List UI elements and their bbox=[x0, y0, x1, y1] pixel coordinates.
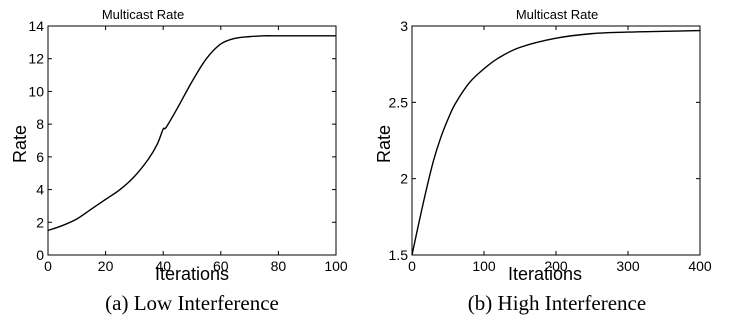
y-tick-label: 0 bbox=[36, 247, 44, 263]
y-axis-label: Rate bbox=[374, 125, 394, 163]
y-tick-label: 6 bbox=[36, 149, 44, 165]
y-tick-label: 12 bbox=[28, 51, 44, 67]
y-tick-label: 1.5 bbox=[389, 247, 409, 263]
x-tick-label: 20 bbox=[98, 258, 114, 274]
x-axis-label: Iterations bbox=[508, 264, 582, 284]
y-tick-labels: 1.5 2 2.5 3 bbox=[389, 18, 700, 263]
chart-panel-high-interference: Multicast Rate 0 100 200 300 400 1.5 2 2.5 3 It… bbox=[374, 7, 712, 315]
x-tick-label: 100 bbox=[472, 258, 496, 274]
x-tick-labels: 0 20 40 60 80 100 bbox=[44, 26, 348, 274]
y-tick-label: 2.5 bbox=[389, 94, 409, 110]
x-tick-label: 200 bbox=[544, 258, 568, 274]
x-tick-label: 300 bbox=[616, 258, 640, 274]
caption: (b) High Interference bbox=[468, 291, 646, 315]
series-line bbox=[47, 35, 336, 232]
chart-panel-low-interference: Multicast Rate 0 20 40 60 80 100 02468101214 … bbox=[10, 7, 348, 315]
y-tick-label: 3 bbox=[400, 18, 408, 34]
x-tick-labels: 0 100 200 300 400 bbox=[408, 26, 712, 274]
chart-title: Multicast Rate bbox=[516, 7, 598, 22]
plot-frame bbox=[411, 25, 701, 256]
y-tick-label: 10 bbox=[28, 83, 44, 99]
y-tick-labels: 0 2 4 6 8 10 12 14 bbox=[28, 18, 336, 263]
y-tick-label: 8 bbox=[36, 116, 44, 132]
y-tick-label: 14 bbox=[28, 18, 44, 34]
caption: (a) Low Interference bbox=[105, 291, 279, 315]
x-axis-label: Iterations bbox=[155, 264, 229, 284]
x-tick-label: 0 bbox=[408, 258, 416, 274]
chart-title: Multicast Rate bbox=[102, 7, 184, 22]
x-tick-label: 40 bbox=[155, 258, 171, 274]
x-tick-label: 60 bbox=[213, 258, 229, 274]
y-tick-label: 2 bbox=[400, 171, 408, 187]
y-axis-label: Rate bbox=[10, 125, 30, 163]
x-tick-label: 0 bbox=[44, 258, 52, 274]
x-tick-label: 400 bbox=[688, 258, 712, 274]
x-tick-label: 100 bbox=[324, 258, 348, 274]
x-tick-label: 80 bbox=[271, 258, 287, 274]
y-tick-label: 4 bbox=[36, 182, 44, 198]
y-tick-label: 2 bbox=[36, 214, 44, 230]
plot-frame bbox=[47, 25, 337, 256]
series-line bbox=[411, 29, 701, 256]
